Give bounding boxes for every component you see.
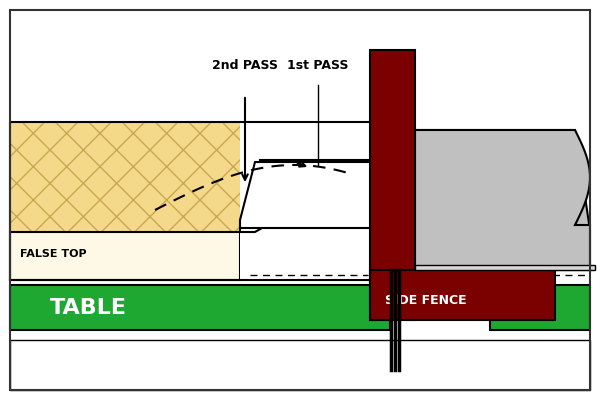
Text: SIDE FENCE: SIDE FENCE: [385, 294, 467, 306]
Polygon shape: [415, 130, 590, 270]
Bar: [10, 285, 390, 330]
Bar: [10, 122, 370, 280]
Bar: [10, 232, 240, 280]
Bar: [490, 285, 590, 330]
Polygon shape: [415, 130, 590, 270]
Text: 1st PASS: 1st PASS: [287, 59, 349, 72]
Text: TABLE: TABLE: [50, 298, 127, 318]
Bar: [240, 122, 370, 280]
Bar: [370, 270, 555, 320]
Bar: [415, 265, 595, 270]
Text: FALSE TOP: FALSE TOP: [20, 249, 86, 259]
Polygon shape: [240, 162, 404, 228]
Polygon shape: [240, 160, 400, 232]
Bar: [10, 122, 370, 280]
Bar: [10, 340, 590, 390]
Bar: [370, 50, 415, 320]
Text: 2nd PASS: 2nd PASS: [212, 59, 278, 72]
